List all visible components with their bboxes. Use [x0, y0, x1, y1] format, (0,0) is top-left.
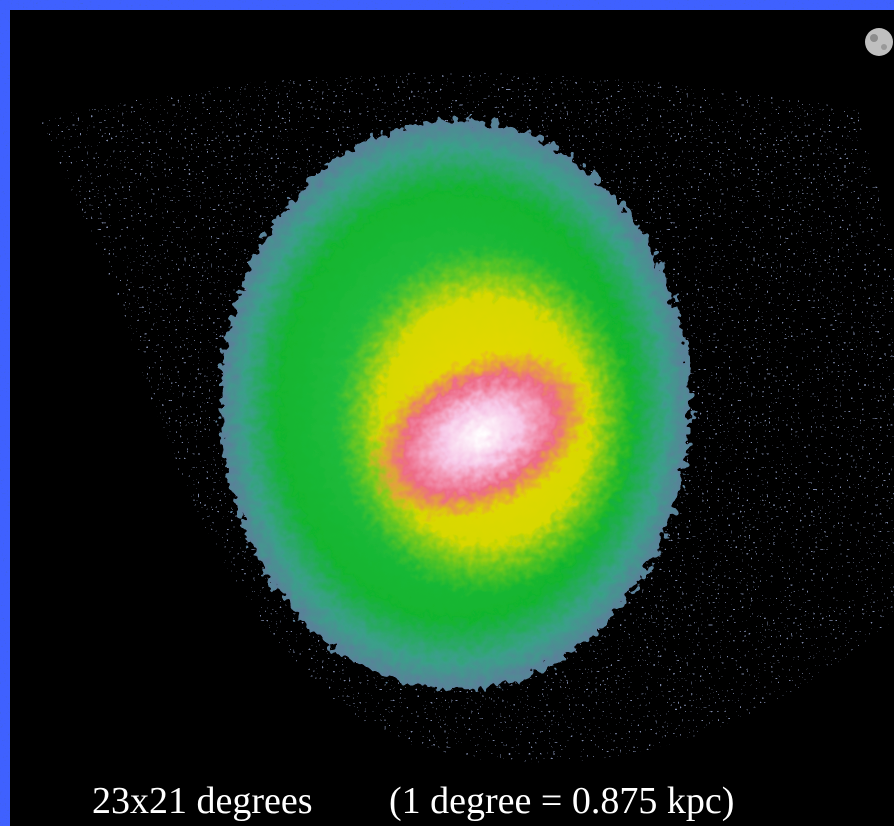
moon-icon: [865, 28, 893, 56]
caption-extent: 23x21 degrees: [92, 780, 313, 822]
screen: 23x21 degrees (1 degree = 0.875 kpc): [0, 0, 894, 826]
sky-map: 23x21 degrees (1 degree = 0.875 kpc): [0, 0, 894, 826]
galaxy: [220, 120, 690, 690]
caption-scale: (1 degree = 0.875 kpc): [389, 780, 734, 822]
